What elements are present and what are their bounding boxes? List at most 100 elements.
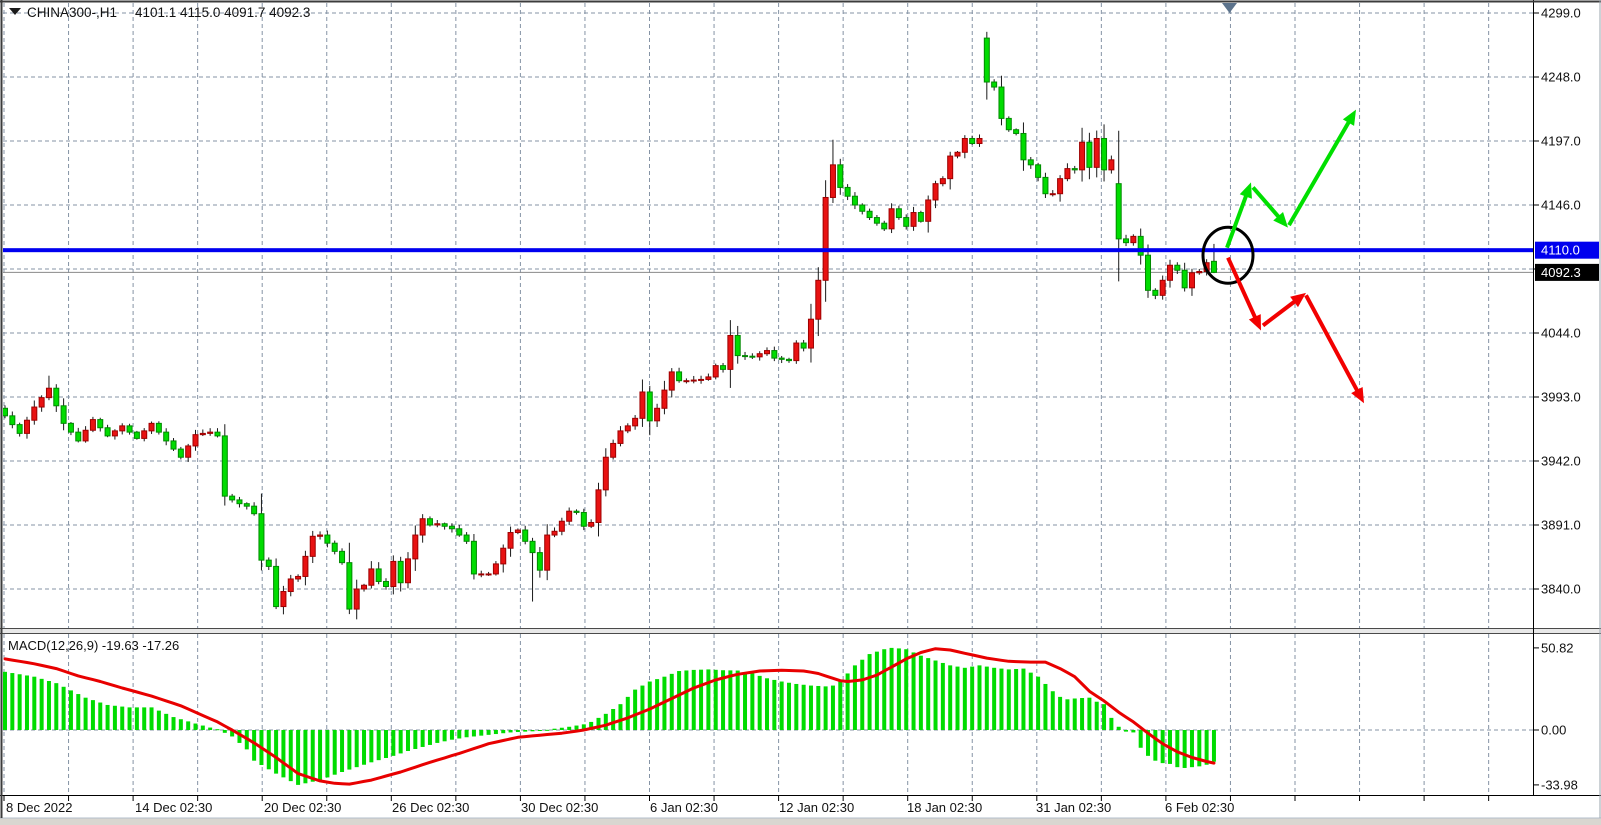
candle bbox=[9, 415, 16, 426]
macd-histogram-bar bbox=[948, 665, 953, 730]
price-axis-label: 4248.0 bbox=[1541, 70, 1581, 85]
macd-histogram-bar bbox=[362, 730, 367, 765]
bid-price-badge bbox=[1535, 263, 1599, 281]
candle bbox=[507, 532, 514, 549]
macd-histogram-bar bbox=[537, 730, 542, 731]
macd-histogram-bar bbox=[574, 725, 579, 730]
symbol-dropdown-icon[interactable] bbox=[9, 8, 21, 15]
macd-signal-line bbox=[3, 647, 1216, 786]
bullish-scenario-arrow-shaft[interactable] bbox=[1225, 192, 1249, 249]
candle bbox=[698, 378, 705, 381]
time-axis-label: 6 Feb 02:30 bbox=[1165, 800, 1234, 815]
candle bbox=[1181, 269, 1188, 289]
shift-triangle-icon[interactable] bbox=[1222, 3, 1237, 13]
candle bbox=[822, 196, 829, 281]
candle bbox=[1166, 264, 1173, 281]
macd-histogram-bar bbox=[721, 670, 726, 730]
bearish-scenario-arrow-shaft[interactable] bbox=[1261, 298, 1298, 328]
candle bbox=[624, 425, 631, 432]
candle bbox=[207, 431, 214, 434]
drawn-annotations[interactable] bbox=[1201, 109, 1364, 404]
candle bbox=[273, 565, 280, 608]
candle bbox=[38, 397, 45, 408]
macd-histogram-bar bbox=[384, 730, 389, 759]
candle bbox=[104, 427, 111, 437]
candle bbox=[1057, 178, 1064, 195]
support-level-line[interactable] bbox=[3, 248, 1533, 253]
macd-histogram-bar bbox=[728, 670, 733, 730]
macd-histogram-bar bbox=[127, 707, 132, 730]
macd-histogram-bar bbox=[1036, 676, 1041, 730]
candle bbox=[1210, 260, 1217, 273]
candle bbox=[1159, 279, 1166, 296]
time-axis[interactable]: 8 Dec 2022 14 Dec 02:30 20 Dec 02:30 26 Dec… bbox=[0, 795, 1601, 816]
macd-histogram-bar bbox=[156, 710, 161, 730]
chart-shift-marker-icon[interactable] bbox=[1222, 3, 1237, 13]
candle bbox=[639, 391, 646, 419]
candle bbox=[888, 208, 895, 230]
macd-histogram-bar bbox=[178, 719, 183, 730]
macd-histogram-bar bbox=[1028, 672, 1033, 730]
macd-histogram-bar bbox=[120, 706, 125, 730]
price-axis-label: 3840.0 bbox=[1541, 582, 1581, 597]
macd-histogram-bar bbox=[743, 671, 748, 730]
candle bbox=[756, 353, 763, 358]
grid-lines bbox=[3, 3, 1533, 628]
candle bbox=[558, 520, 565, 532]
macd-histogram-bar bbox=[68, 690, 73, 730]
candle bbox=[1174, 264, 1181, 271]
horizontal-level-line[interactable] bbox=[3, 248, 1533, 253]
candle bbox=[983, 37, 990, 83]
pane-splitter[interactable] bbox=[0, 628, 1601, 634]
candle bbox=[580, 511, 587, 527]
candle bbox=[932, 183, 939, 201]
candle bbox=[1027, 159, 1034, 166]
macd-histogram-bar bbox=[208, 727, 213, 730]
macd-histogram-bar bbox=[405, 730, 410, 752]
macd-histogram-bar bbox=[493, 730, 498, 735]
bullish-scenario-arrow-shaft[interactable] bbox=[1251, 186, 1282, 220]
bullish-scenario-arrow-head-icon[interactable] bbox=[1239, 182, 1252, 199]
bullish-scenario-arrow-head-icon[interactable] bbox=[1342, 109, 1356, 126]
macd-histogram-bar bbox=[882, 649, 887, 730]
macd-histogram-bar bbox=[816, 685, 821, 730]
candle bbox=[1042, 176, 1049, 195]
candle bbox=[668, 371, 675, 391]
candle bbox=[53, 387, 60, 407]
candle bbox=[917, 212, 924, 222]
candle bbox=[866, 210, 873, 219]
candle bbox=[177, 448, 184, 458]
macd-histogram-bar bbox=[1021, 668, 1026, 730]
macd-histogram-bar bbox=[1102, 704, 1107, 730]
breakout-circle[interactable] bbox=[1201, 225, 1255, 285]
bullish-scenario-arrow-head-icon[interactable] bbox=[1273, 212, 1288, 228]
bullish-scenario-arrow-shaft[interactable] bbox=[1287, 119, 1352, 227]
candle bbox=[881, 222, 888, 230]
macd-histogram-bar bbox=[867, 654, 872, 730]
macd-histogram-bar bbox=[911, 652, 916, 730]
macd-histogram-bar bbox=[142, 707, 147, 730]
macd-histogram-bar bbox=[618, 704, 623, 730]
main-chart-area[interactable] bbox=[3, 3, 1534, 628]
bearish-scenario-arrow-head-icon[interactable] bbox=[1351, 386, 1364, 404]
candle bbox=[844, 186, 851, 197]
price-axis[interactable]: 4299.0 4248.0 4197.0 4146.0 4044.0 3993.0 3942… bbox=[1533, 0, 1599, 795]
macd-histogram-bar bbox=[523, 730, 528, 732]
macd-histogram-bar bbox=[1160, 730, 1165, 764]
bearish-scenario-arrow-shaft[interactable] bbox=[1226, 256, 1258, 321]
time-axis-label: 18 Jan 02:30 bbox=[907, 800, 982, 815]
bearish-scenario-arrow-head-icon[interactable] bbox=[1248, 314, 1261, 331]
macd-histogram-bar bbox=[54, 683, 59, 730]
macd-histogram-bar bbox=[332, 730, 337, 775]
macd-histogram-bar bbox=[427, 730, 432, 745]
bearish-scenario-arrow-head-icon[interactable] bbox=[1290, 292, 1306, 308]
candle bbox=[331, 542, 338, 552]
bearish-scenario-arrow-shaft[interactable] bbox=[1304, 294, 1361, 394]
macd-histogram-bar bbox=[1189, 730, 1194, 768]
candle bbox=[947, 155, 954, 180]
macd-indicator-pane[interactable] bbox=[3, 634, 1533, 795]
candle bbox=[23, 419, 30, 434]
macd-histogram-bar bbox=[1197, 730, 1202, 767]
macd-histogram-bar bbox=[435, 730, 440, 743]
candle bbox=[1064, 168, 1071, 180]
